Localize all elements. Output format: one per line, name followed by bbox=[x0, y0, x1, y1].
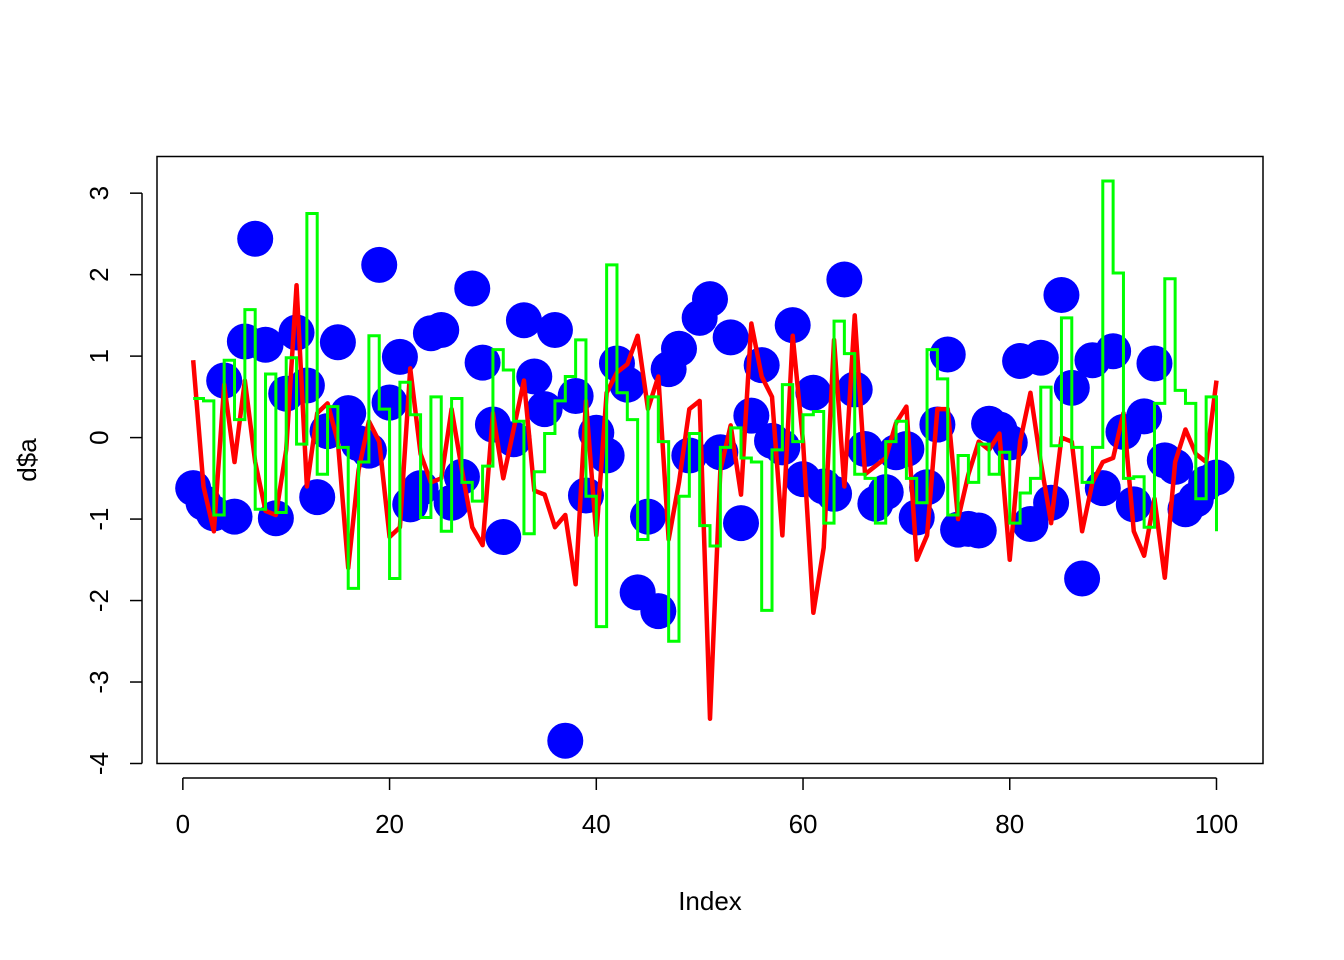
x-axis-title: Index bbox=[678, 886, 742, 916]
x-tick-label: 0 bbox=[176, 809, 190, 839]
x-tick-label: 80 bbox=[995, 809, 1024, 839]
data-point bbox=[826, 261, 863, 298]
x-tick-label: 40 bbox=[582, 809, 611, 839]
data-point bbox=[1095, 333, 1132, 370]
data-point bbox=[237, 220, 274, 257]
y-tick-label: -4 bbox=[84, 752, 114, 775]
y-tick-label: 1 bbox=[84, 349, 114, 363]
data-point bbox=[485, 519, 522, 555]
x-tick-label: 100 bbox=[1195, 809, 1238, 839]
data-point bbox=[247, 326, 284, 363]
data-point bbox=[381, 338, 418, 375]
data-point bbox=[1033, 484, 1070, 521]
x-tick-label: 20 bbox=[375, 809, 404, 839]
data-point bbox=[547, 722, 584, 759]
plot-frame bbox=[156, 155, 1264, 765]
y-tick-label: 0 bbox=[84, 430, 114, 444]
plot-area bbox=[175, 179, 1235, 759]
y-tick-label: -1 bbox=[84, 508, 114, 531]
y-tick-label: 3 bbox=[84, 186, 114, 200]
data-point bbox=[536, 312, 573, 349]
red-line-series bbox=[190, 282, 1219, 721]
data-point bbox=[505, 302, 542, 339]
data-point bbox=[1022, 339, 1059, 376]
data-point bbox=[361, 246, 398, 283]
data-point bbox=[733, 397, 770, 434]
data-point bbox=[423, 312, 460, 349]
data-point bbox=[960, 512, 997, 549]
data-point bbox=[712, 319, 749, 356]
data-point bbox=[1043, 277, 1080, 314]
data-point bbox=[454, 270, 491, 307]
data-point bbox=[774, 307, 811, 344]
x-tick-label: 60 bbox=[789, 809, 818, 839]
data-point bbox=[319, 324, 356, 361]
data-point bbox=[795, 374, 832, 411]
y-tick-label: 2 bbox=[84, 267, 114, 281]
y-tick-label: -3 bbox=[84, 670, 114, 693]
data-point bbox=[929, 336, 966, 373]
data-point bbox=[660, 330, 697, 367]
data-point bbox=[723, 505, 760, 542]
data-point bbox=[692, 281, 728, 318]
y-tick-label: -2 bbox=[84, 589, 114, 612]
y-axis-title: d$a bbox=[12, 438, 42, 482]
data-point bbox=[526, 391, 563, 428]
data-point bbox=[1064, 560, 1101, 597]
green-step-series bbox=[193, 179, 1218, 643]
data-point bbox=[1136, 345, 1173, 382]
data-point bbox=[640, 593, 677, 630]
data-point bbox=[216, 498, 253, 535]
axes: 0 20 40 60 80 100 -4 -3 -2 -1 0 1 2 3 bbox=[84, 186, 1238, 839]
